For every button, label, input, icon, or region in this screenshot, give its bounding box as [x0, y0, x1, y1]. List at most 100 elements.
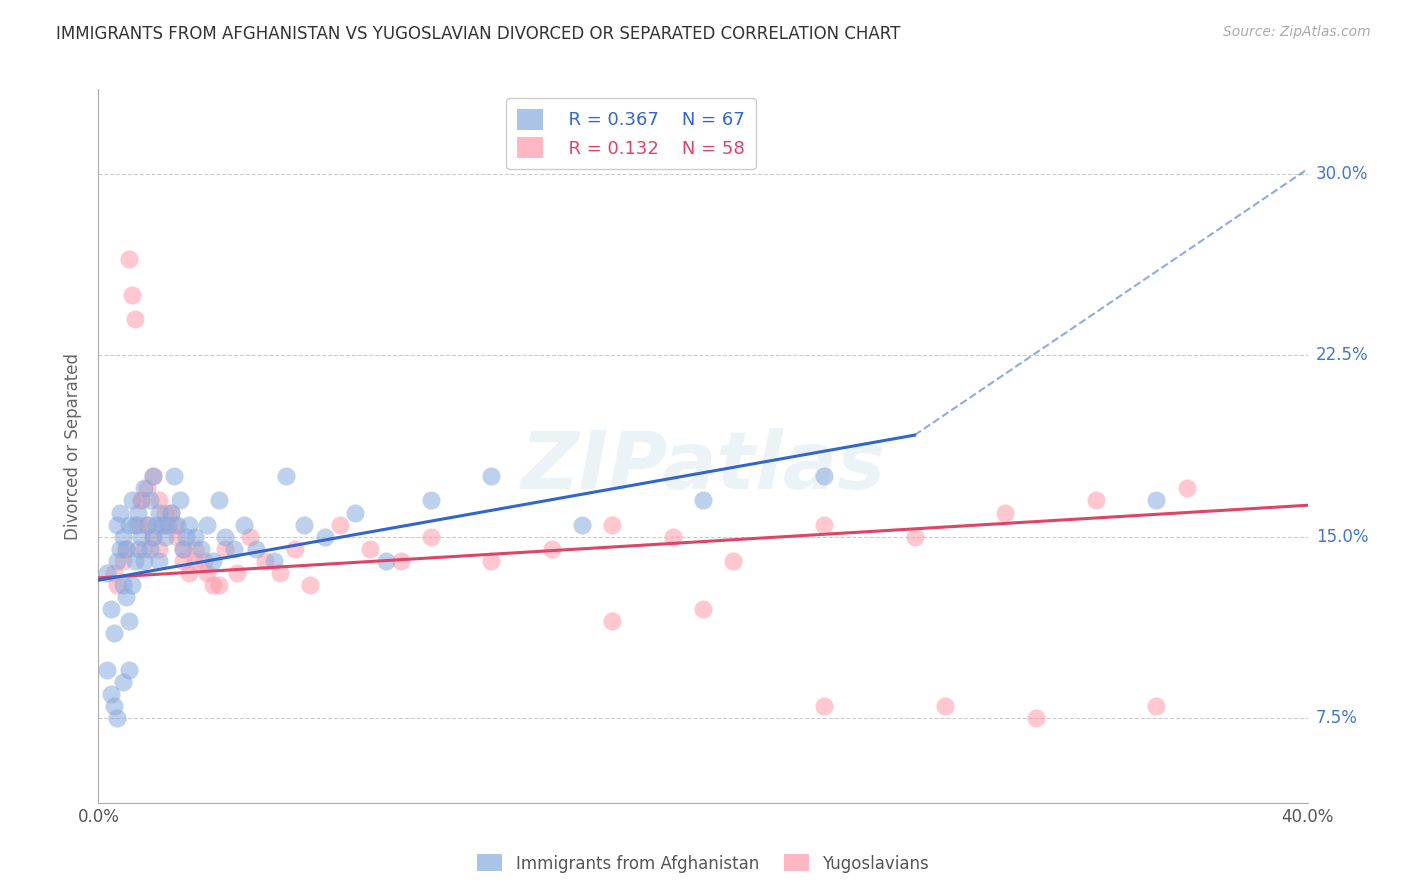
Point	[111, 674, 134, 689]
Text: IMMIGRANTS FROM AFGHANISTAN VS YUGOSLAVIAN DIVORCED OR SEPARATED CORRELATION CHA: IMMIGRANTS FROM AFGHANISTAN VS YUGOSLAVI…	[56, 25, 901, 43]
Point	[166, 530, 188, 544]
Point	[214, 541, 236, 556]
Point	[314, 530, 336, 544]
Point	[111, 530, 134, 544]
Point	[1024, 711, 1046, 725]
Point	[344, 506, 367, 520]
Point	[129, 530, 152, 544]
Point	[142, 469, 165, 483]
Point	[813, 699, 835, 714]
Point	[148, 506, 170, 520]
Point	[153, 506, 176, 520]
Point	[1144, 493, 1167, 508]
Point	[904, 530, 927, 544]
Point	[571, 517, 593, 532]
Point	[105, 578, 128, 592]
Point	[232, 517, 254, 532]
Point	[994, 506, 1017, 520]
Point	[1144, 699, 1167, 714]
Point	[245, 541, 267, 556]
Point	[108, 506, 131, 520]
Point	[127, 517, 149, 532]
Point	[148, 541, 170, 556]
Point	[139, 541, 162, 556]
Point	[292, 517, 315, 532]
Point	[692, 493, 714, 508]
Point	[153, 517, 176, 532]
Point	[142, 469, 165, 483]
Point	[179, 517, 201, 532]
Point	[124, 517, 146, 532]
Point	[148, 554, 170, 568]
Point	[139, 493, 162, 508]
Point	[156, 517, 179, 532]
Point	[169, 493, 191, 508]
Point	[661, 530, 683, 544]
Point	[172, 554, 194, 568]
Point	[103, 626, 125, 640]
Point	[172, 541, 194, 556]
Point	[124, 554, 146, 568]
Text: 22.5%: 22.5%	[1316, 346, 1368, 364]
Point	[118, 252, 141, 266]
Point	[118, 615, 141, 629]
Point	[253, 554, 276, 568]
Point	[111, 578, 134, 592]
Point	[813, 469, 835, 483]
Point	[374, 554, 396, 568]
Point	[142, 530, 165, 544]
Text: 15.0%: 15.0%	[1316, 528, 1368, 546]
Point	[145, 517, 167, 532]
Point	[124, 312, 146, 326]
Legend: Immigrants from Afghanistan, Yugoslavians: Immigrants from Afghanistan, Yugoslavian…	[471, 847, 935, 880]
Point	[184, 530, 207, 544]
Point	[105, 554, 128, 568]
Point	[132, 554, 155, 568]
Point	[1085, 493, 1108, 508]
Legend:   R = 0.367    N = 67,   R = 0.132    N = 58: R = 0.367 N = 67, R = 0.132 N = 58	[506, 98, 755, 169]
Point	[100, 687, 122, 701]
Point	[121, 578, 143, 592]
Point	[103, 566, 125, 580]
Point	[127, 506, 149, 520]
Point	[692, 602, 714, 616]
Point	[129, 493, 152, 508]
Point	[150, 517, 173, 532]
Point	[274, 469, 297, 483]
Point	[163, 517, 186, 532]
Point	[184, 554, 207, 568]
Point	[103, 699, 125, 714]
Text: 7.5%: 7.5%	[1316, 709, 1358, 727]
Point	[602, 615, 624, 629]
Point	[723, 554, 745, 568]
Y-axis label: Divorced or Separated: Divorced or Separated	[65, 352, 83, 540]
Point	[114, 541, 136, 556]
Point	[132, 481, 155, 495]
Point	[166, 517, 188, 532]
Text: 30.0%: 30.0%	[1316, 165, 1368, 183]
Point	[127, 541, 149, 556]
Point	[226, 566, 249, 580]
Point	[284, 541, 307, 556]
Point	[208, 493, 231, 508]
Point	[96, 663, 118, 677]
Point	[934, 699, 956, 714]
Point	[114, 541, 136, 556]
Point	[184, 541, 207, 556]
Point	[96, 566, 118, 580]
Point	[160, 506, 183, 520]
Point	[100, 602, 122, 616]
Point	[193, 554, 215, 568]
Point	[160, 506, 183, 520]
Point	[602, 517, 624, 532]
Point	[135, 517, 157, 532]
Point	[224, 541, 246, 556]
Point	[148, 493, 170, 508]
Point	[420, 493, 443, 508]
Point	[135, 517, 157, 532]
Point	[195, 517, 218, 532]
Point	[195, 566, 218, 580]
Point	[174, 530, 197, 544]
Point	[813, 517, 835, 532]
Point	[481, 554, 503, 568]
